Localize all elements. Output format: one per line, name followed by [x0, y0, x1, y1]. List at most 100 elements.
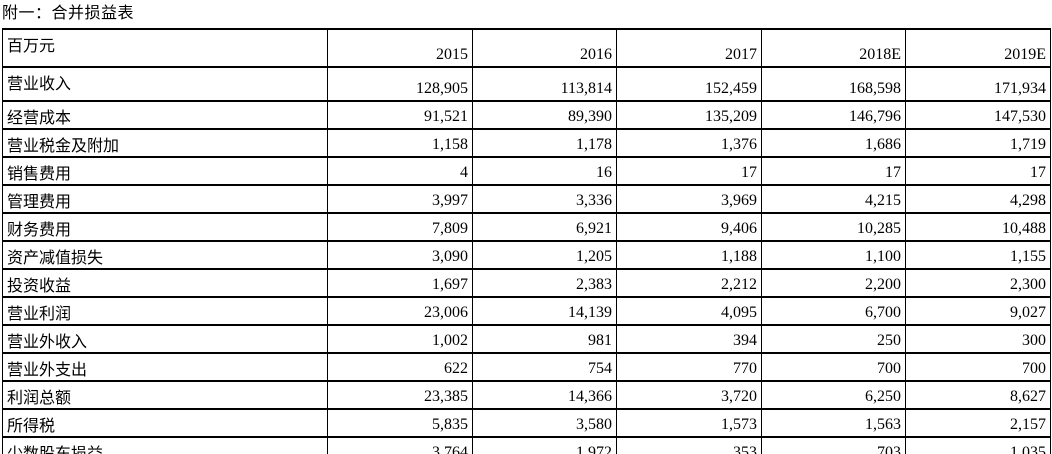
cell-value: 700	[905, 352, 1051, 382]
cell-value: 152,459	[616, 66, 762, 102]
page-title: 附一：合并损益表	[2, 5, 135, 22]
cell-value: 89,390	[472, 100, 617, 130]
row-label: 销售费用	[2, 156, 328, 186]
cell-value: 4,095	[616, 296, 762, 326]
cell-value: 23,006	[327, 296, 473, 326]
col-header-2016: 2016	[472, 28, 617, 68]
cell-value: 7,809	[327, 212, 473, 242]
row-label: 营业税金及附加	[2, 128, 328, 158]
cell-value: 1,573	[616, 408, 762, 438]
cell-value: 3,764	[327, 436, 473, 454]
cell-value: 3,997	[327, 184, 473, 214]
cell-value: 703	[761, 436, 906, 454]
cell-value: 17	[761, 156, 906, 186]
row-label: 少数股东损益	[2, 436, 328, 454]
cell-value: 700	[761, 352, 906, 382]
cell-value: 23,385	[327, 380, 473, 410]
cell-value: 9,406	[616, 212, 762, 242]
table-row: 利润总额 23,385 14,366 3,720 6,250 8,627	[2, 380, 1051, 410]
cell-value: 10,285	[761, 212, 906, 242]
cell-value: 2,212	[616, 268, 762, 298]
table-row: 管理费用 3,997 3,336 3,969 4,215 4,298	[2, 184, 1051, 214]
cell-value: 6,250	[761, 380, 906, 410]
cell-value: 2,300	[905, 268, 1051, 298]
cell-value: 754	[472, 352, 617, 382]
table-row: 营业收入 128,905 113,814 152,459 168,598 171…	[2, 66, 1051, 102]
cell-value: 4	[327, 156, 473, 186]
cell-value: 1,697	[327, 268, 473, 298]
cell-value: 9,027	[905, 296, 1051, 326]
cell-value: 113,814	[472, 66, 617, 102]
cell-value: 1,035	[905, 436, 1051, 454]
table-body: 营业收入 128,905 113,814 152,459 168,598 171…	[2, 66, 1051, 454]
cell-value: 353	[616, 436, 762, 454]
cell-value: 91,521	[327, 100, 473, 130]
cell-value: 1,686	[761, 128, 906, 158]
cell-value: 3,969	[616, 184, 762, 214]
table-row: 投资收益 1,697 2,383 2,212 2,200 2,300	[2, 268, 1051, 298]
row-label: 营业利润	[2, 296, 328, 326]
cell-value: 3,720	[616, 380, 762, 410]
cell-value: 6,700	[761, 296, 906, 326]
cell-value: 147,530	[905, 100, 1051, 130]
cell-value: 135,209	[616, 100, 762, 130]
table-row: 营业外收入 1,002 981 394 250 300	[2, 324, 1051, 354]
cell-value: 3,580	[472, 408, 617, 438]
cell-value: 250	[761, 324, 906, 354]
row-label: 营业外收入	[2, 324, 328, 354]
row-label: 财务费用	[2, 212, 328, 242]
cell-value: 4,298	[905, 184, 1051, 214]
cell-value: 1,719	[905, 128, 1051, 158]
cell-value: 1,563	[761, 408, 906, 438]
row-label: 经营成本	[2, 100, 328, 130]
cell-value: 17	[905, 156, 1051, 186]
cell-value: 2,157	[905, 408, 1051, 438]
cell-value: 1,002	[327, 324, 473, 354]
table-row: 销售费用 4 16 17 17 17	[2, 156, 1051, 186]
table-row: 所得税 5,835 3,580 1,573 1,563 2,157	[2, 408, 1051, 438]
cell-value: 17	[616, 156, 762, 186]
cell-value: 1,972	[472, 436, 617, 454]
cell-value: 300	[905, 324, 1051, 354]
cell-value: 1,205	[472, 240, 617, 270]
cell-value: 14,366	[472, 380, 617, 410]
cell-value: 4,215	[761, 184, 906, 214]
cell-value: 1,158	[327, 128, 473, 158]
table-row: 少数股东损益 3,764 1,972 353 703 1,035	[2, 436, 1051, 454]
col-header-2018e: 2018E	[761, 28, 906, 68]
cell-value: 770	[616, 352, 762, 382]
cell-value: 128,905	[327, 66, 473, 102]
cell-value: 171,934	[905, 66, 1051, 102]
unit-header: 百万元	[2, 28, 328, 68]
cell-value: 14,139	[472, 296, 617, 326]
cell-value: 3,090	[327, 240, 473, 270]
cell-value: 394	[616, 324, 762, 354]
row-label: 营业外支出	[2, 352, 328, 382]
cell-value: 1,188	[616, 240, 762, 270]
row-label: 所得税	[2, 408, 328, 438]
table-row: 营业利润 23,006 14,139 4,095 6,700 9,027	[2, 296, 1051, 326]
cell-value: 6,921	[472, 212, 617, 242]
cell-value: 2,200	[761, 268, 906, 298]
income-statement-table: 百万元 2015 2016 2017 2018E 2019E 营业收入 128,…	[2, 28, 1051, 454]
cell-value: 146,796	[761, 100, 906, 130]
header-row: 百万元 2015 2016 2017 2018E 2019E	[2, 28, 1051, 68]
cell-value: 168,598	[761, 66, 906, 102]
row-label: 营业收入	[2, 66, 328, 102]
cell-value: 10,488	[905, 212, 1051, 242]
col-header-2019e: 2019E	[905, 28, 1051, 68]
cell-value: 981	[472, 324, 617, 354]
table-row: 营业外支出 622 754 770 700 700	[2, 352, 1051, 382]
table-row: 经营成本 91,521 89,390 135,209 146,796 147,5…	[2, 100, 1051, 130]
cell-value: 1,155	[905, 240, 1051, 270]
cell-value: 5,835	[327, 408, 473, 438]
col-header-2017: 2017	[616, 28, 762, 68]
row-label: 资产减值损失	[2, 240, 328, 270]
cell-value: 1,178	[472, 128, 617, 158]
cell-value: 3,336	[472, 184, 617, 214]
row-label: 利润总额	[2, 380, 328, 410]
table-row: 资产减值损失 3,090 1,205 1,188 1,100 1,155	[2, 240, 1051, 270]
col-header-2015: 2015	[327, 28, 473, 68]
cell-value: 1,100	[761, 240, 906, 270]
